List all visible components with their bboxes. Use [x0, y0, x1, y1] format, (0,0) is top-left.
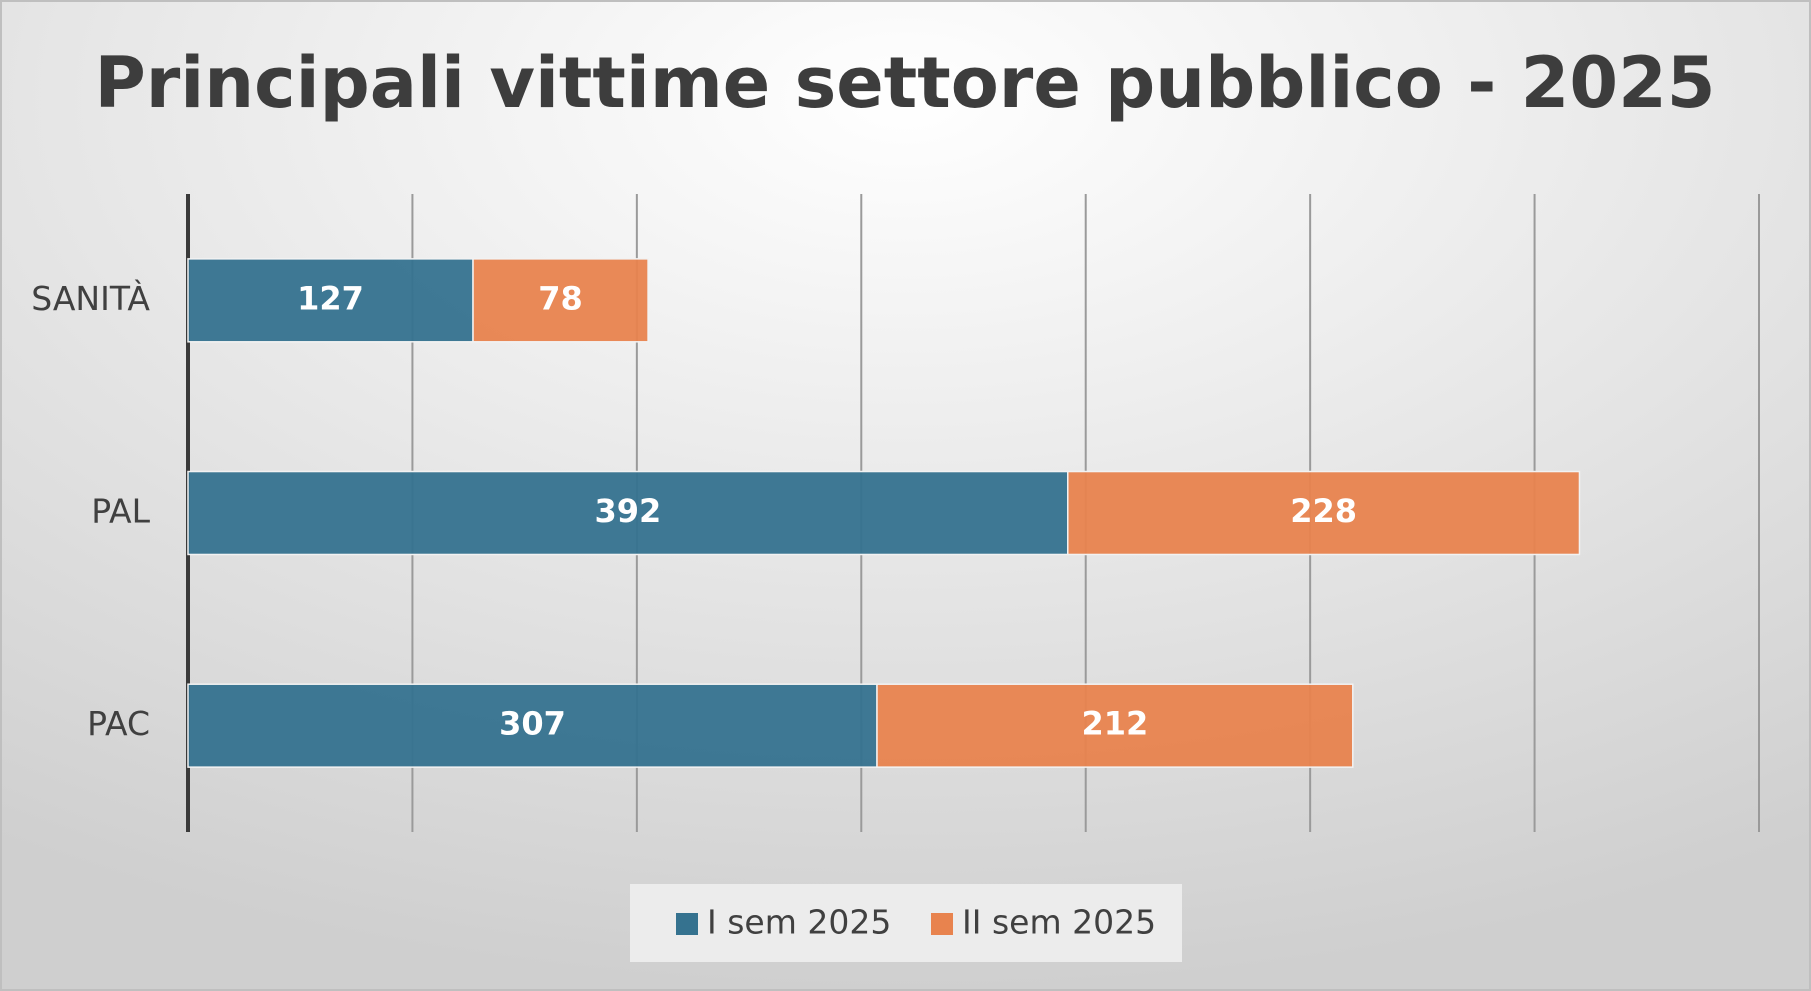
bar — [472, 258, 649, 343]
bar — [187, 258, 474, 343]
data-label: 127 — [297, 279, 364, 317]
bar — [187, 683, 878, 768]
legend-label: II sem 2025 — [962, 903, 1156, 942]
legend-label: I sem 2025 — [707, 903, 891, 942]
legend-swatch — [676, 913, 698, 935]
bar — [187, 470, 1069, 556]
data-label: 212 — [1081, 705, 1148, 743]
y-tick-label: PAL — [91, 492, 150, 531]
bar — [876, 683, 1354, 768]
chart-title: Principali vittime settore pubblico - 20… — [94, 42, 1715, 124]
legend — [630, 884, 1182, 962]
legend-swatch — [931, 913, 953, 935]
y-tick-label: PAC — [87, 704, 150, 743]
data-label: 307 — [499, 705, 566, 743]
y-tick-label: SANITÀ — [31, 278, 150, 318]
data-label: 78 — [538, 279, 583, 317]
bar — [1067, 470, 1581, 556]
data-label: 392 — [594, 492, 661, 530]
data-label: 228 — [1290, 492, 1357, 530]
